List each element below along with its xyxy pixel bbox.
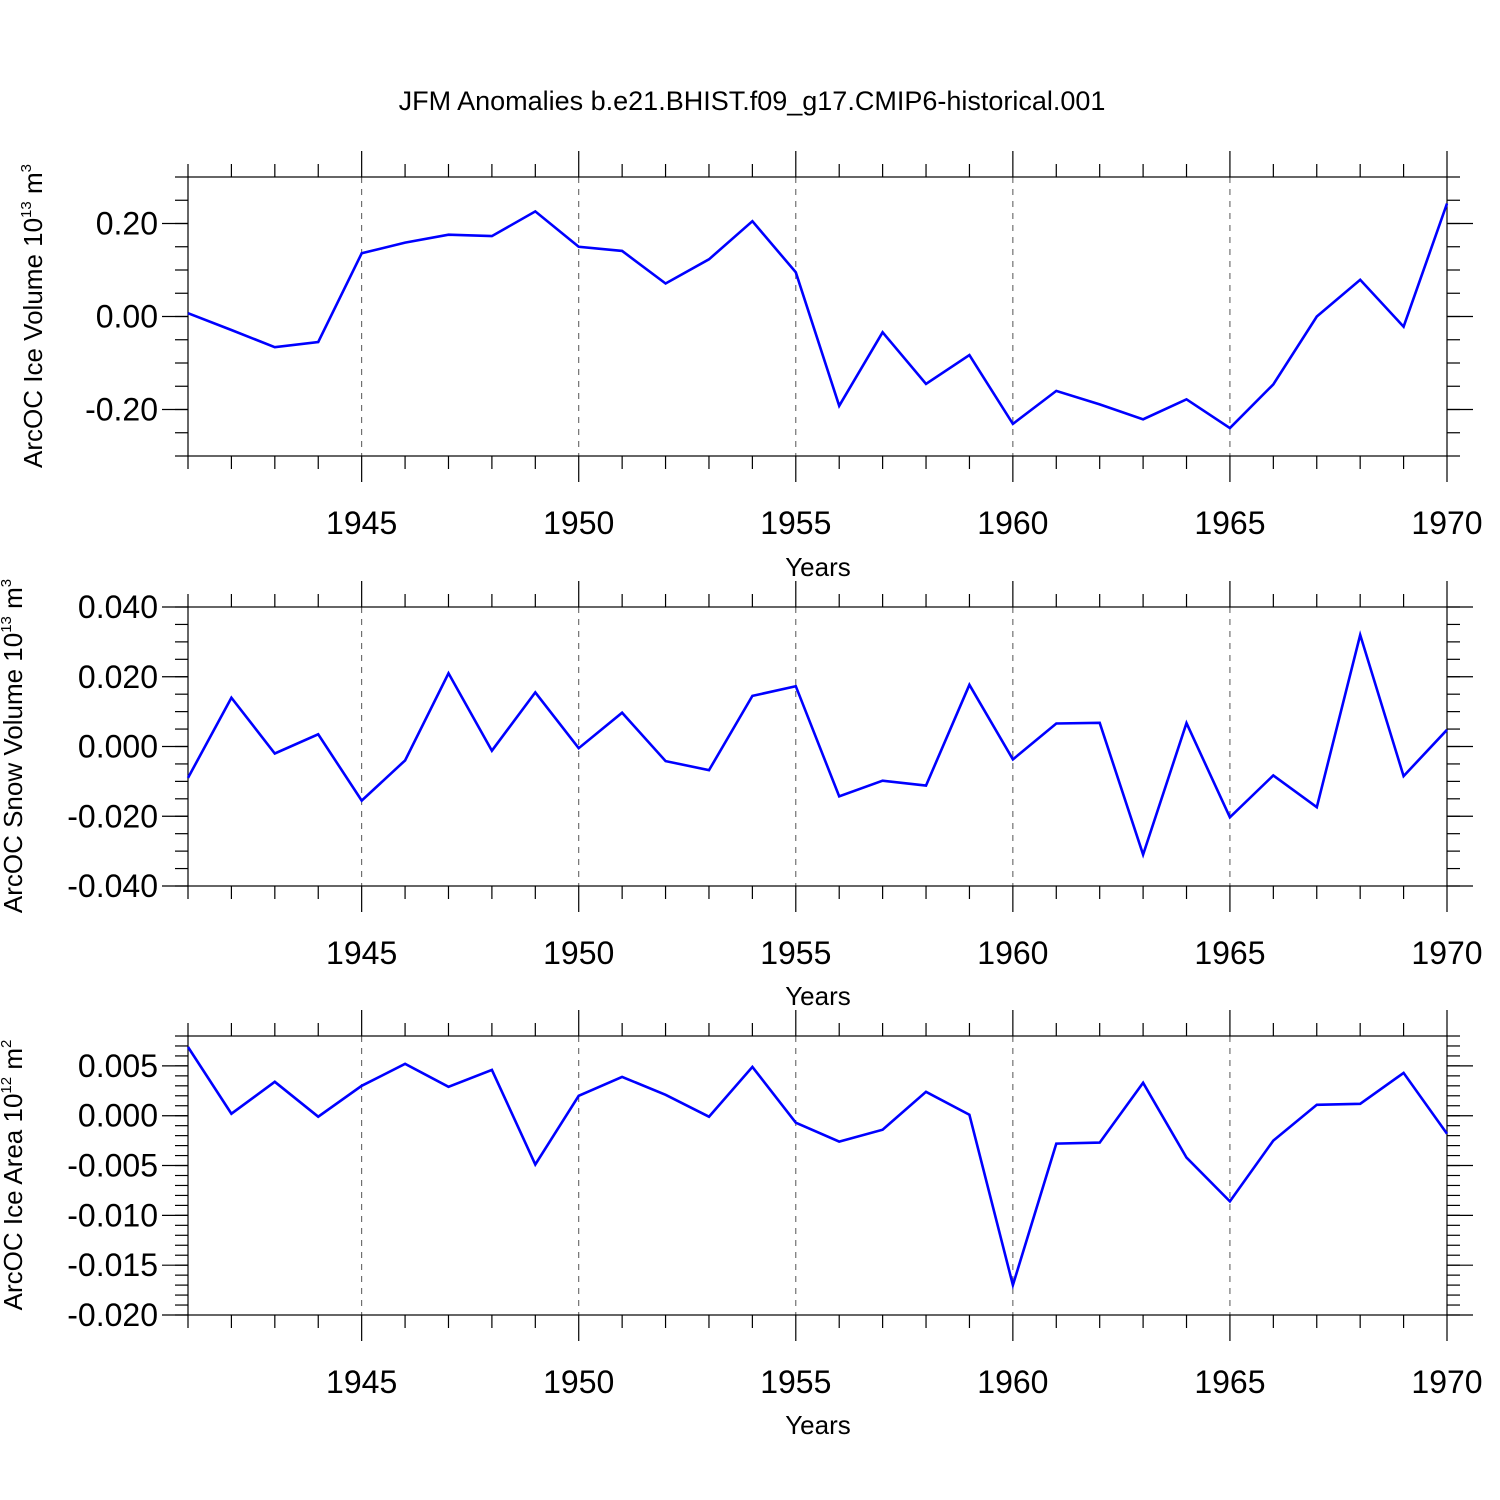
x-tick-label: 1965 (1194, 1364, 1265, 1400)
x-tick-label: 1970 (1411, 505, 1482, 541)
y-tick-label: 0.005 (78, 1048, 158, 1084)
panel-ice-volume: ArcOC Ice Volume 1013 m3 Years -0.20 0.00… (18, 151, 1483, 582)
y-tick-label: 0.000 (78, 729, 158, 765)
panel-ice-area: ArcOC Ice Area 1012 m2 Years -0.020 -0.01… (0, 1010, 1483, 1440)
x-tick-label: 1970 (1411, 935, 1482, 971)
y-tick-label: 0.000 (78, 1098, 158, 1134)
y-tick-label: -0.010 (67, 1197, 158, 1233)
y-axis-title: ArcOC Snow Volume 1013 m3 (0, 579, 28, 913)
y-tick-label: 0.00 (96, 299, 158, 335)
x-tick-label: 1955 (760, 935, 831, 971)
x-tick-label: 1965 (1194, 935, 1265, 971)
panel-snow-volume: ArcOC Snow Volume 1013 m3 Years -0.040 -0… (0, 579, 1483, 1011)
x-tick-label: 1965 (1194, 505, 1265, 541)
y-tick-label: -0.005 (67, 1148, 158, 1184)
y-tick-label: 0.020 (78, 659, 158, 695)
x-tick-label: 1955 (760, 505, 831, 541)
x-tick-label: 1960 (977, 1364, 1048, 1400)
y-tick-label: -0.015 (67, 1247, 158, 1283)
y-tick-label: 0.20 (96, 206, 158, 242)
chart-title: JFM Anomalies b.e21.BHIST.f09_g17.CMIP6-… (399, 86, 1106, 116)
x-axis-title: Years (785, 552, 851, 582)
y-tick-label: -0.020 (67, 1297, 158, 1333)
series-line (186, 1046, 1449, 1290)
y-axis-title: ArcOC Ice Volume 1013 m3 (18, 164, 48, 468)
x-tick-label: 1945 (326, 505, 397, 541)
x-tick-label: 1960 (977, 505, 1048, 541)
y-axis-title: ArcOC Ice Area 1012 m2 (0, 1040, 28, 1311)
series-line (186, 630, 1448, 859)
plot-frame (187, 176, 1448, 457)
series-line (187, 203, 1449, 430)
x-tick-label: 1945 (326, 1364, 397, 1400)
x-tick-label: 1950 (543, 1364, 614, 1400)
y-tick-label: -0.040 (67, 868, 158, 904)
x-tick-label: 1960 (977, 935, 1048, 971)
x-tick-label: 1950 (543, 935, 614, 971)
x-tick-label: 1945 (326, 935, 397, 971)
x-tick-label: 1955 (760, 1364, 831, 1400)
x-tick-label: 1950 (543, 505, 614, 541)
x-tick-label: 1970 (1411, 1364, 1482, 1400)
x-axis-title: Years (785, 981, 851, 1011)
x-axis-title: Years (785, 1410, 851, 1440)
y-tick-label: 0.040 (78, 589, 158, 625)
y-tick-label: -0.020 (67, 798, 158, 834)
y-tick-label: -0.20 (85, 392, 158, 428)
plot-frame (187, 606, 1448, 887)
